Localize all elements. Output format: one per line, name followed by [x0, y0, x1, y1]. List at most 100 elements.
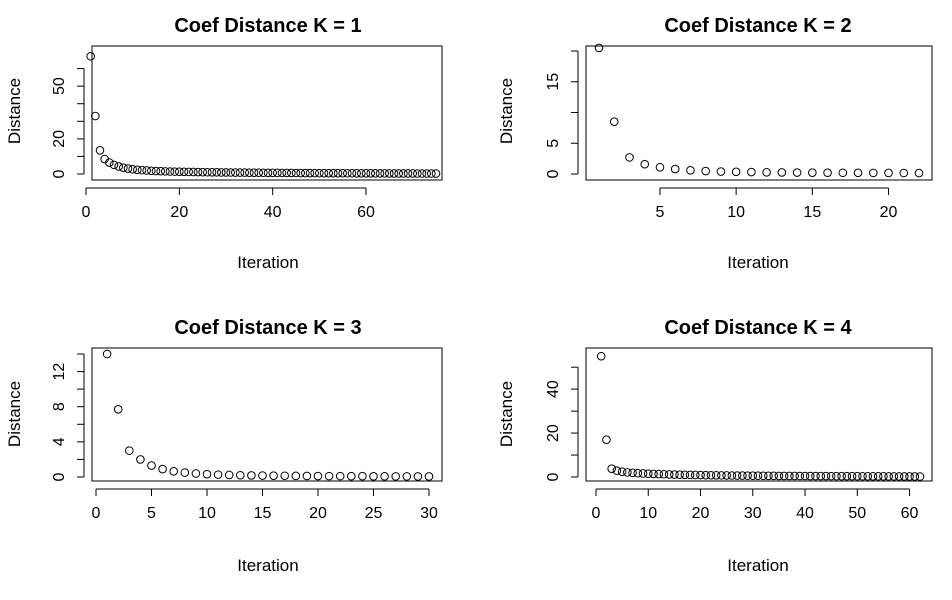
- data-point: [732, 471, 742, 480]
- x-axis-label: Iteration: [237, 253, 298, 272]
- data-point: [291, 168, 301, 178]
- x-tick-label: 15: [254, 505, 272, 522]
- data-point: [352, 168, 361, 178]
- data-point: [391, 472, 401, 481]
- y-tick-label: 50: [51, 77, 68, 95]
- y-axis-label: Distance: [5, 78, 24, 144]
- data-point: [612, 466, 622, 475]
- data-point: [847, 471, 857, 481]
- data-point: [113, 405, 123, 414]
- data-point: [748, 471, 758, 480]
- x-axis-label: Iteration: [727, 253, 788, 272]
- data-point: [302, 471, 312, 481]
- x-tick-label: 20: [880, 204, 898, 221]
- data-point: [263, 168, 273, 178]
- data-point: [305, 168, 315, 178]
- y-axis-label: Distance: [497, 381, 516, 447]
- data-point: [291, 471, 301, 481]
- data-point: [394, 169, 403, 178]
- x-tick-label: 30: [420, 505, 438, 522]
- panel-k2: Coef Distance K = 2 Iteration Distance 5…: [497, 15, 933, 272]
- x-tick-label: 0: [92, 505, 101, 522]
- data-point: [217, 168, 226, 177]
- data-point: [91, 111, 100, 121]
- x-tick-label: 20: [309, 505, 327, 522]
- data-point: [324, 168, 333, 178]
- data-point: [301, 168, 310, 178]
- data-point: [258, 471, 267, 480]
- data-point: [852, 471, 862, 481]
- data-point: [659, 469, 669, 479]
- panel-title: Coef Distance K = 1: [174, 15, 361, 37]
- data-point: [413, 472, 423, 481]
- data-point: [753, 471, 763, 481]
- data-point: [762, 167, 771, 177]
- data-point: [109, 160, 119, 170]
- data-point: [607, 464, 616, 473]
- x-tick-label: 60: [357, 204, 375, 221]
- data-point: [245, 168, 254, 177]
- data-point: [790, 471, 799, 481]
- data-point: [625, 153, 634, 162]
- data-point: [175, 167, 184, 177]
- x-tick-label: 0: [82, 204, 91, 221]
- data-point: [675, 470, 684, 479]
- data-point: [158, 464, 167, 474]
- data-point: [151, 166, 161, 176]
- data-point: [147, 461, 156, 470]
- data-point: [203, 167, 212, 177]
- data-point: [236, 470, 245, 480]
- x-tick-label: 10: [198, 505, 216, 522]
- y-tick-label: 20: [51, 130, 68, 148]
- y-tick-label: 0: [51, 169, 68, 178]
- plot-frame: [91, 45, 443, 181]
- data-point: [347, 471, 356, 481]
- data-point: [369, 471, 378, 481]
- data-point: [905, 472, 914, 481]
- data-point: [431, 169, 441, 178]
- x-tick-label: 10: [639, 505, 657, 522]
- panel-title: Coef Distance K = 2: [664, 15, 851, 37]
- data-point: [313, 471, 323, 481]
- data-point: [800, 471, 810, 481]
- x-tick-label: 0: [592, 505, 601, 522]
- panel-title: Coef Distance K = 4: [664, 317, 852, 339]
- data-point: [287, 168, 296, 178]
- data-point: [315, 168, 324, 178]
- data-point: [808, 168, 817, 177]
- data-point: [319, 168, 329, 178]
- plot-frame: [585, 347, 933, 482]
- x-tick-label: 5: [147, 505, 156, 522]
- data-point: [338, 168, 347, 178]
- data-point: [249, 168, 259, 177]
- data-point: [823, 168, 832, 178]
- data-point: [795, 471, 805, 481]
- data-point: [602, 435, 611, 444]
- data-point: [427, 169, 436, 178]
- data-point: [731, 167, 741, 177]
- data-point: [403, 169, 413, 178]
- data-point: [282, 168, 291, 178]
- data-point: [879, 472, 888, 481]
- data-point: [640, 159, 650, 169]
- y-tick-label: 12: [51, 363, 68, 381]
- data-point: [743, 471, 752, 480]
- panel-title: Coef Distance K = 3: [174, 317, 361, 339]
- data-point: [832, 471, 841, 481]
- x-tick-label: 60: [901, 505, 919, 522]
- data-point: [137, 165, 147, 175]
- data-point: [156, 166, 165, 176]
- data-point: [638, 469, 648, 478]
- data-point: [335, 471, 345, 481]
- data-point: [358, 471, 367, 481]
- data-point: [114, 162, 123, 171]
- data-point: [701, 166, 710, 176]
- data-point: [191, 469, 201, 478]
- data-point: [136, 455, 145, 464]
- data-point: [389, 169, 399, 178]
- data-point: [727, 471, 737, 480]
- data-point: [213, 470, 223, 479]
- data-point: [343, 168, 352, 178]
- data-point: [738, 471, 747, 480]
